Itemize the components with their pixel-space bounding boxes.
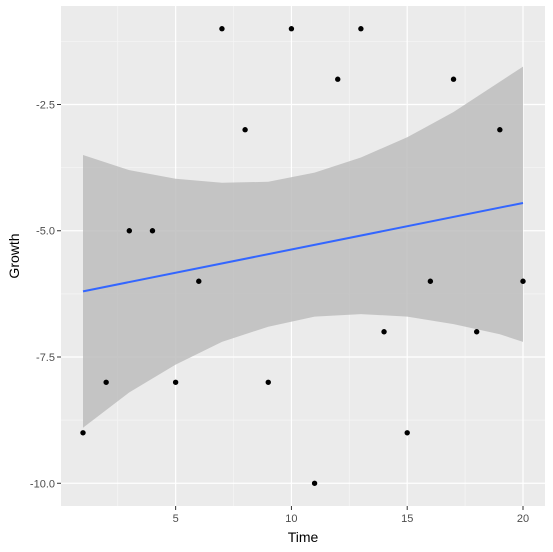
x-tick-label: 10 — [285, 513, 297, 525]
data-point — [497, 127, 502, 132]
data-point — [358, 26, 363, 31]
y-tick-label: -7.5 — [36, 352, 55, 364]
data-point — [289, 26, 294, 31]
y-tick-label: -5.0 — [36, 226, 55, 238]
data-point — [474, 329, 479, 334]
data-point — [103, 380, 108, 385]
x-tick-label: 5 — [173, 513, 179, 525]
data-point — [428, 279, 433, 284]
y-axis-title: Growth — [6, 233, 22, 278]
y-tick-label: -2.5 — [36, 99, 55, 111]
data-point — [196, 279, 201, 284]
x-axis-title: Time — [288, 529, 319, 545]
x-tick-label: 20 — [517, 513, 529, 525]
data-point — [312, 481, 317, 486]
data-point — [405, 430, 410, 435]
data-point — [127, 228, 132, 233]
data-point — [173, 380, 178, 385]
y-axis: -2.5 -5.0 -7.5 -10.0 — [30, 99, 61, 490]
data-point — [335, 77, 340, 82]
data-point — [80, 430, 85, 435]
data-point — [520, 279, 525, 284]
data-point — [451, 77, 456, 82]
data-point — [150, 228, 155, 233]
y-tick-label: -10.0 — [30, 478, 55, 490]
data-point — [266, 380, 271, 385]
data-point — [381, 329, 386, 334]
data-point — [219, 26, 224, 31]
x-tick-label: 15 — [401, 513, 413, 525]
x-axis: 5 10 15 20 — [173, 506, 530, 525]
data-point — [242, 127, 247, 132]
